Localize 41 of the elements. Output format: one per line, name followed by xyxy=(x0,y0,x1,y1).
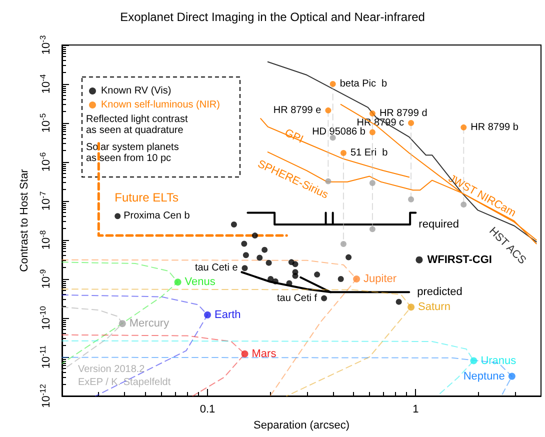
annotation: HR 8799 e xyxy=(273,104,322,116)
y-tick-label: 10-9 xyxy=(38,268,52,289)
annotation: Reflected light contrast as seen at quadrature xyxy=(86,114,190,136)
legend-label: Known RV (Vis) xyxy=(101,86,172,96)
series-label: WFIRST-CGI xyxy=(427,254,492,266)
series-label: Earth xyxy=(214,308,241,321)
series-label: Future ELTs xyxy=(114,190,178,204)
y-tick-label: 10-6 xyxy=(38,152,52,172)
series-label: Neptune xyxy=(463,370,505,382)
series-label: predicted xyxy=(417,286,462,298)
series-label: Jupiter xyxy=(364,273,397,285)
y-tick-label: 10-5 xyxy=(38,112,52,133)
series-label: Mars xyxy=(252,348,277,360)
series-label: Venus xyxy=(184,276,216,288)
annotation: tau Ceti e xyxy=(194,262,238,274)
y-axis-title: Contrast to Host Star xyxy=(18,168,30,272)
y-tick-label: 10-4 xyxy=(38,74,52,94)
x-tick-label: 1 xyxy=(412,404,419,416)
x-tick-label: 0.1 xyxy=(200,404,216,416)
chart-title: Exoplanet Direct Imaging in the Optical and Near-infrared xyxy=(120,10,425,24)
series-label: Mercury xyxy=(129,318,170,330)
y-tick-label: 10-10 xyxy=(38,306,52,330)
x-axis-title: Separation (arcsec) xyxy=(254,420,350,432)
y-tick-label: 10-11 xyxy=(38,344,52,369)
annotation: tau Ceti f xyxy=(277,292,318,304)
annotation: beta Pic b xyxy=(340,78,388,90)
series-label: Saturn xyxy=(418,301,450,314)
y-tick-label: 10-7 xyxy=(38,190,52,211)
legend-label: Known self-luminous (NIR) xyxy=(101,100,220,110)
annotation: HD 95086 b xyxy=(312,126,366,138)
annotation: HR 8799 b xyxy=(470,122,519,133)
annotation: Version 2018.2 xyxy=(78,364,146,375)
annotation: HR 8799 d xyxy=(379,108,428,120)
y-tick-label: 10-3 xyxy=(38,34,52,55)
series-label: required xyxy=(418,218,460,231)
annotation: ExEP / K. Stapelfeldt xyxy=(78,377,171,388)
y-tick-label: 10-12 xyxy=(38,384,52,408)
annotation: 51 Eri b xyxy=(350,148,388,159)
annotation: Proxima Cen b xyxy=(124,210,190,222)
series-label: Uranus xyxy=(480,354,517,367)
y-tick-label: 10-8 xyxy=(38,230,52,250)
